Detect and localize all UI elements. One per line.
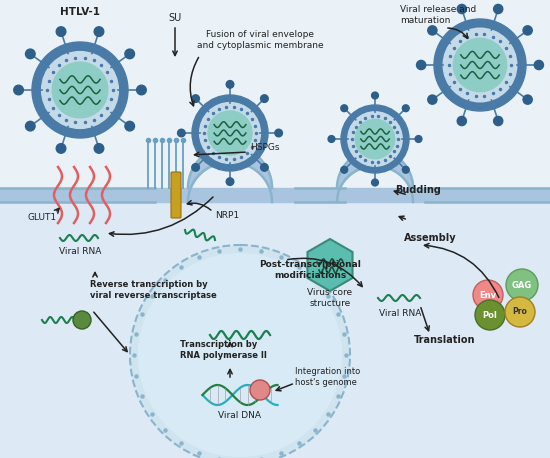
Circle shape <box>250 380 270 400</box>
Polygon shape <box>307 239 353 291</box>
Circle shape <box>403 105 409 112</box>
Text: Integration into
host's genome: Integration into host's genome <box>295 367 360 387</box>
Text: Virus core
structure: Virus core structure <box>307 288 353 308</box>
Circle shape <box>226 81 234 88</box>
Circle shape <box>261 164 268 171</box>
Text: Reverse transcription by
viral reverse transcriptase: Reverse transcription by viral reverse t… <box>90 280 217 300</box>
Circle shape <box>505 297 535 327</box>
Circle shape <box>443 28 517 102</box>
Circle shape <box>341 105 348 112</box>
Circle shape <box>226 178 234 185</box>
Circle shape <box>457 5 466 14</box>
Circle shape <box>523 26 532 35</box>
Circle shape <box>415 136 422 142</box>
Circle shape <box>178 129 185 137</box>
Text: Fusion of viral envelope
and cytoplasmic membrane: Fusion of viral envelope and cytoplasmic… <box>197 30 323 50</box>
Circle shape <box>416 60 426 70</box>
Circle shape <box>473 280 503 310</box>
Circle shape <box>42 52 118 128</box>
Circle shape <box>94 144 104 153</box>
Circle shape <box>32 42 128 138</box>
Text: HSPGs: HSPGs <box>250 143 279 153</box>
Circle shape <box>341 166 348 173</box>
Text: Pol: Pol <box>482 311 497 320</box>
Circle shape <box>130 245 350 458</box>
Circle shape <box>403 166 409 173</box>
Circle shape <box>348 112 402 166</box>
Circle shape <box>523 95 532 104</box>
Circle shape <box>372 179 378 186</box>
Circle shape <box>493 116 503 125</box>
Text: GLUT1: GLUT1 <box>28 213 57 223</box>
Text: Viral release and
maturation: Viral release and maturation <box>400 5 476 25</box>
Text: Transcription by
RNA polymerase II: Transcription by RNA polymerase II <box>180 340 267 360</box>
Text: Translation: Translation <box>414 335 476 345</box>
Circle shape <box>328 136 335 142</box>
Text: Viral RNA: Viral RNA <box>59 247 101 256</box>
Circle shape <box>457 116 466 125</box>
Text: GAG: GAG <box>512 280 532 289</box>
Circle shape <box>73 311 91 329</box>
Circle shape <box>125 49 135 59</box>
Circle shape <box>428 95 437 104</box>
Text: NRP1: NRP1 <box>215 211 239 219</box>
FancyBboxPatch shape <box>171 172 181 218</box>
Circle shape <box>428 26 437 35</box>
Circle shape <box>493 5 503 14</box>
Text: SU: SU <box>168 13 182 23</box>
Circle shape <box>52 62 108 118</box>
Circle shape <box>208 111 252 155</box>
Circle shape <box>434 19 526 111</box>
Circle shape <box>56 144 66 153</box>
Circle shape <box>453 38 507 92</box>
Text: Pro: Pro <box>513 307 527 316</box>
Text: Budding: Budding <box>395 185 441 195</box>
Text: Viral DNA: Viral DNA <box>218 410 261 420</box>
Circle shape <box>136 85 146 95</box>
Circle shape <box>14 85 23 95</box>
Circle shape <box>534 60 543 70</box>
Circle shape <box>475 300 505 330</box>
Circle shape <box>200 103 260 164</box>
Circle shape <box>25 121 35 131</box>
Circle shape <box>192 95 268 171</box>
Circle shape <box>506 269 538 301</box>
Circle shape <box>275 129 283 137</box>
Circle shape <box>372 92 378 99</box>
Circle shape <box>192 95 200 103</box>
Text: Env: Env <box>480 290 497 300</box>
Circle shape <box>341 105 409 173</box>
Text: Assembly: Assembly <box>404 233 456 243</box>
Text: HTLV-1: HTLV-1 <box>60 7 100 17</box>
Circle shape <box>94 27 104 36</box>
Circle shape <box>125 121 135 131</box>
Circle shape <box>25 49 35 59</box>
Circle shape <box>138 253 342 457</box>
Text: Viral RNA: Viral RNA <box>379 309 421 317</box>
Circle shape <box>261 95 268 103</box>
Circle shape <box>192 164 200 171</box>
Circle shape <box>355 119 395 159</box>
Text: Post-transcriptional
modificiations: Post-transcriptional modificiations <box>259 260 361 280</box>
Circle shape <box>56 27 66 36</box>
